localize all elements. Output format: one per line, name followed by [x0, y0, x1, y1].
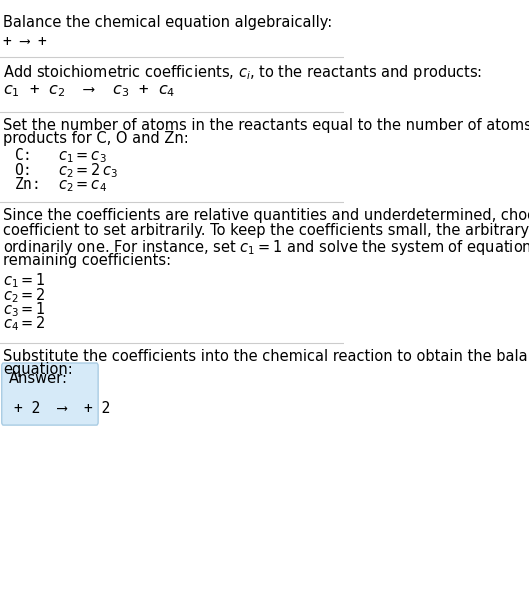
Text: C:   $c_1 = c_3$: C: $c_1 = c_3$ — [14, 147, 106, 165]
Text: ordinarily one. For instance, set $c_1 = 1$ and solve the system of equations fo: ordinarily one. For instance, set $c_1 =… — [4, 238, 529, 257]
Text: Balance the chemical equation algebraically:: Balance the chemical equation algebraica… — [4, 15, 333, 30]
Text: $c_2 = 2$: $c_2 = 2$ — [4, 286, 46, 305]
Text: $c_3 = 1$: $c_3 = 1$ — [4, 300, 46, 319]
Text: + ⟶ +: + ⟶ + — [4, 34, 47, 49]
Text: equation:: equation: — [4, 362, 73, 377]
Text: Add stoichiometric coefficients, $c_i$, to the reactants and products:: Add stoichiometric coefficients, $c_i$, … — [4, 63, 482, 83]
FancyBboxPatch shape — [2, 363, 98, 425]
Text: Since the coefficients are relative quantities and underdetermined, choose a: Since the coefficients are relative quan… — [4, 208, 529, 223]
Text: Answer:: Answer: — [8, 371, 68, 386]
Text: $c_4 = 2$: $c_4 = 2$ — [4, 315, 46, 333]
Text: $c_1 = 1$: $c_1 = 1$ — [4, 271, 46, 290]
Text: products for C, O and Zn:: products for C, O and Zn: — [4, 131, 189, 147]
Text: Substitute the coefficients into the chemical reaction to obtain the balanced: Substitute the coefficients into the che… — [4, 349, 529, 364]
Text: remaining coefficients:: remaining coefficients: — [4, 253, 171, 268]
Text: Set the number of atoms in the reactants equal to the number of atoms in the: Set the number of atoms in the reactants… — [4, 118, 529, 133]
Text: $c_1$ + $c_2$  ⟶  $c_3$ + $c_4$: $c_1$ + $c_2$ ⟶ $c_3$ + $c_4$ — [4, 83, 176, 99]
Text: + 2  ⟶  + 2: + 2 ⟶ + 2 — [14, 401, 110, 416]
Text: O:   $c_2 = 2\,c_3$: O: $c_2 = 2\,c_3$ — [14, 161, 118, 180]
Text: Zn:  $c_2 = c_4$: Zn: $c_2 = c_4$ — [14, 175, 107, 194]
Text: coefficient to set arbitrarily. To keep the coefficients small, the arbitrary va: coefficient to set arbitrarily. To keep … — [4, 223, 529, 238]
